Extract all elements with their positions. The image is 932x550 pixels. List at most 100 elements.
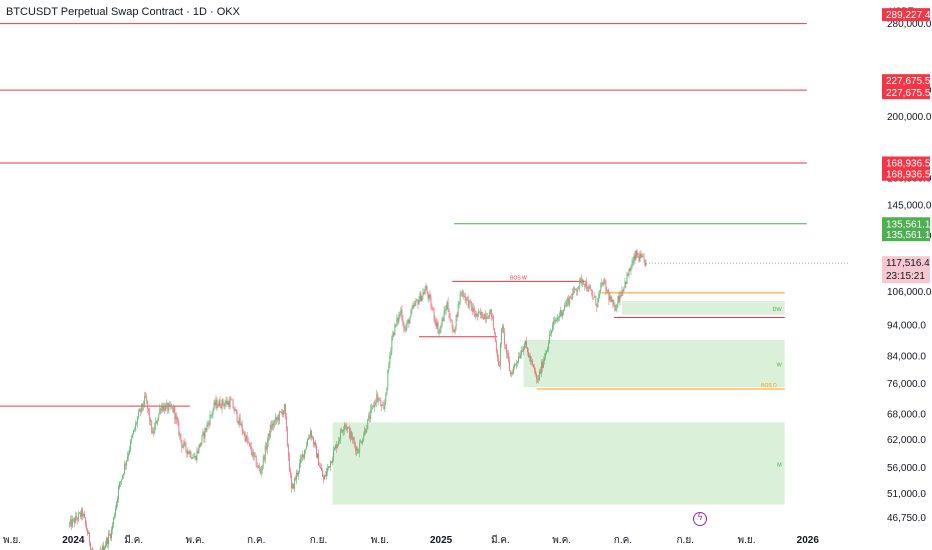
price-tag <box>882 156 930 170</box>
y-tick-label: 51,000.0 <box>887 489 926 500</box>
candle <box>137 417 139 424</box>
candle <box>214 402 216 405</box>
candle <box>278 411 280 421</box>
candle <box>605 281 607 291</box>
candle <box>260 470 262 474</box>
candle <box>463 295 465 297</box>
candle <box>228 401 230 408</box>
candle <box>616 304 618 309</box>
candle <box>520 354 521 358</box>
candle <box>413 305 415 306</box>
candle <box>583 280 585 285</box>
candle <box>559 315 561 318</box>
candle <box>408 319 410 324</box>
candle <box>541 362 543 374</box>
candle <box>226 400 228 405</box>
candle <box>217 405 219 408</box>
candle <box>371 406 373 410</box>
candle <box>191 457 193 459</box>
candle <box>598 294 600 299</box>
candle <box>384 402 386 410</box>
candle <box>635 250 637 260</box>
candle <box>244 432 246 442</box>
candle <box>396 318 398 325</box>
candle <box>104 548 105 550</box>
candle <box>420 293 422 302</box>
candle <box>153 431 155 434</box>
candle <box>110 534 111 539</box>
candle <box>476 313 478 317</box>
candle <box>197 450 199 453</box>
candle <box>491 316 493 317</box>
candle <box>180 433 182 441</box>
candle <box>224 403 226 406</box>
candle <box>328 466 329 468</box>
candle <box>404 328 406 331</box>
candle <box>209 415 211 425</box>
candle <box>486 316 488 319</box>
candle <box>310 430 311 437</box>
candle <box>563 309 565 312</box>
candle <box>71 519 73 527</box>
candle <box>418 300 420 305</box>
candle <box>387 369 389 388</box>
candle <box>259 469 261 474</box>
candle <box>561 310 563 317</box>
candle <box>450 320 452 322</box>
candle <box>524 344 525 350</box>
candle <box>221 399 223 409</box>
y-tick-label: 280,000.0 <box>887 19 932 30</box>
candle <box>359 442 361 453</box>
last-price-tag <box>882 256 930 284</box>
x-tick-label: พ.ย. <box>371 535 389 546</box>
candle <box>218 400 220 406</box>
candle <box>423 292 425 295</box>
candle <box>134 428 136 430</box>
candle <box>578 286 580 290</box>
candle <box>354 440 356 445</box>
candle <box>602 283 604 286</box>
candle <box>640 253 642 258</box>
candle <box>233 408 235 411</box>
candle <box>421 296 423 302</box>
candle <box>146 396 148 401</box>
candle <box>495 341 497 352</box>
candle <box>247 440 249 443</box>
candle <box>245 435 247 442</box>
candle <box>279 411 281 413</box>
candle <box>282 410 284 416</box>
candle <box>315 442 316 446</box>
candle <box>642 255 644 257</box>
candle <box>142 403 144 407</box>
candle <box>311 430 312 438</box>
candle <box>210 415 212 416</box>
candle <box>269 425 271 437</box>
candle <box>174 406 176 420</box>
candle <box>200 442 202 447</box>
candle <box>155 421 157 427</box>
candle <box>447 301 449 311</box>
candle <box>249 443 251 446</box>
candle <box>293 478 295 489</box>
candle <box>220 407 222 409</box>
candle <box>570 296 572 298</box>
candle <box>388 364 390 370</box>
candle <box>321 468 322 471</box>
candle <box>613 304 615 306</box>
candle <box>175 415 177 420</box>
lightning-icon[interactable]: ϟ <box>693 512 707 526</box>
candle <box>562 311 564 317</box>
candle <box>300 457 302 459</box>
candle <box>277 417 279 421</box>
candle <box>280 411 282 413</box>
candle <box>419 293 421 301</box>
candle <box>90 549 92 550</box>
candle <box>113 517 114 526</box>
y-tick-label: 145,000.0 <box>887 201 932 212</box>
candle <box>232 400 234 409</box>
candle <box>109 534 110 535</box>
candle <box>516 361 518 364</box>
candle <box>432 308 434 310</box>
candle <box>556 320 558 321</box>
